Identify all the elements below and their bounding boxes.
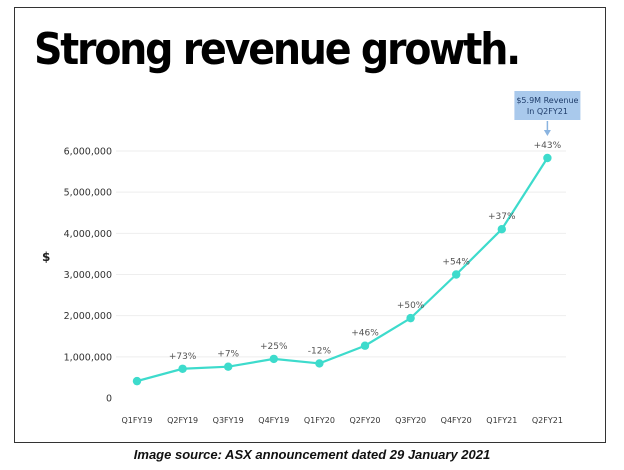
y-tick-label: 4,000,000 <box>64 229 112 240</box>
data-point <box>406 313 415 323</box>
revenue-callout: $5.9M Revenue In Q2FY21 <box>514 91 581 136</box>
x-tick-label: Q3FY19 <box>213 416 244 425</box>
data-label: +54% <box>442 258 470 268</box>
chart-frame <box>14 7 606 443</box>
data-label: +46% <box>351 329 379 339</box>
y-tick-label: 3,000,000 <box>64 270 112 281</box>
x-tick-label: Q1FY19 <box>121 416 152 425</box>
data-point <box>360 341 370 350</box>
x-tick-label: Q4FY20 <box>441 416 472 425</box>
x-tick-label: Q1FY20 <box>304 416 335 425</box>
data-point <box>269 354 278 364</box>
data-label: +50% <box>397 301 425 311</box>
data-labels: +73% +7% +25% -12% +46% +50% +54% +37% +43% <box>169 141 562 362</box>
x-tick-label: Q2FY21 <box>532 416 563 425</box>
data-points <box>132 153 552 386</box>
y-tick-label: 5,000,000 <box>64 188 112 199</box>
x-tick-label: Q4FY19 <box>258 416 289 425</box>
x-axis-ticks: Q1FY19 Q2FY19 Q3FY19 Q4FY19 Q1FY20 Q2FY20 Q3FY… <box>121 416 562 425</box>
data-label: +7% <box>217 350 239 360</box>
y-tick-label: 1,000,000 <box>64 352 112 363</box>
data-point <box>452 270 461 279</box>
data-point <box>178 364 187 373</box>
x-tick-label: Q2FY20 <box>349 416 380 425</box>
y-tick-label: 0 <box>106 394 112 405</box>
y-tick-label: 6,000,000 <box>64 147 112 158</box>
gridlines <box>116 150 566 358</box>
data-point <box>497 225 506 234</box>
x-tick-label: Q2FY19 <box>167 416 198 425</box>
y-axis-ticks: 0 1,000,000 2,000,000 3,000,000 4,000,000 5,0… <box>64 147 112 405</box>
callout-text: In Q2FY21 <box>527 107 568 116</box>
x-tick-label: Q1FY21 <box>486 416 517 425</box>
revenue-series-line <box>136 157 549 383</box>
y-tick-label: 2,000,000 <box>64 311 112 322</box>
data-point <box>224 362 233 371</box>
data-label: +73% <box>169 352 197 362</box>
data-label: +25% <box>260 342 288 352</box>
data-label: -12% <box>308 346 332 356</box>
data-label: +43% <box>534 141 562 151</box>
data-point <box>315 359 324 368</box>
chart-title: Strong revenue growth. <box>34 24 521 75</box>
data-point <box>132 376 142 386</box>
callout-box <box>514 91 581 120</box>
data-point <box>543 153 552 163</box>
image-source-caption: Image source: ASX announcement dated 29 … <box>133 447 491 462</box>
callout-arrow-head <box>543 130 551 136</box>
x-tick-label: Q3FY20 <box>395 416 426 425</box>
y-axis-label: $ <box>42 250 50 264</box>
callout-text: $5.9M Revenue <box>516 96 578 105</box>
data-label: +37% <box>488 212 516 222</box>
